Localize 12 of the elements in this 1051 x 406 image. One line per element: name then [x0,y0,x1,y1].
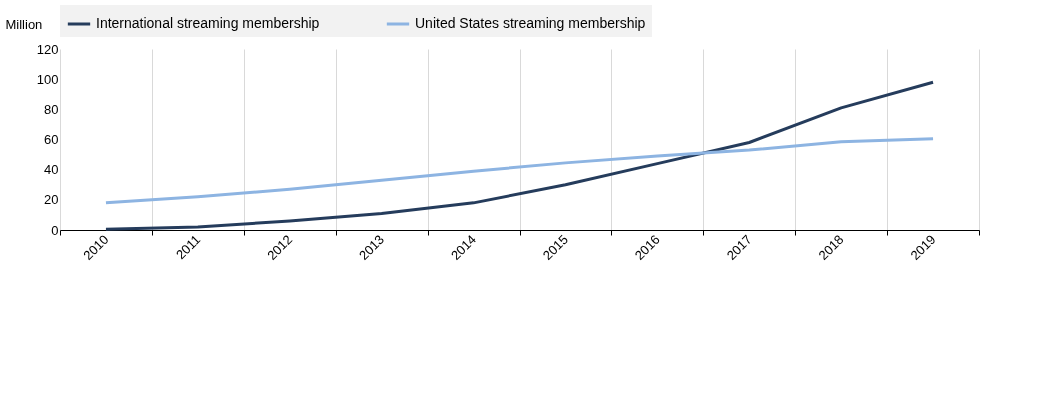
y-tick-label: 0 [51,222,59,238]
y-tick-label: 120 [36,41,59,57]
y-tick-label: 40 [44,162,59,178]
y-tick-label: 60 [44,132,59,147]
y-tick-label: 80 [44,101,59,117]
line-series [104,137,935,205]
line-series [104,80,935,231]
y-tick-label: 100 [36,71,59,87]
legend-label: United States streaming membership [415,15,646,31]
y-axis-title: Million [5,16,43,32]
y-tick-label: 20 [44,192,59,208]
legend-label: International streaming membership [96,15,320,31]
